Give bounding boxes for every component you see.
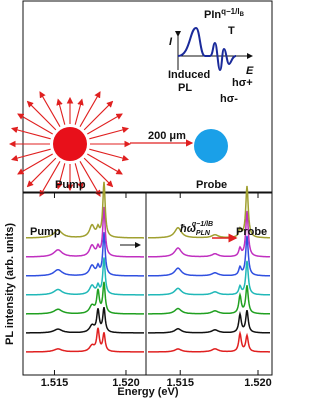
ray xyxy=(79,161,101,197)
top-frame xyxy=(22,0,273,193)
inset-curve xyxy=(177,26,237,72)
x-axis-label: Energy (eV) xyxy=(117,386,178,398)
ray xyxy=(83,100,114,131)
spectrum xyxy=(148,285,270,315)
ray xyxy=(74,163,84,190)
panel-label: Probe xyxy=(236,226,267,238)
spectrum xyxy=(148,235,270,277)
ray xyxy=(89,148,130,162)
ray xyxy=(39,91,61,127)
ray xyxy=(26,157,57,188)
ray xyxy=(10,126,51,140)
inset: PInq−1/lB T I E Induced PL hσ+ hσ- xyxy=(168,7,254,105)
spectrum xyxy=(148,310,270,334)
ray xyxy=(26,100,57,131)
rays xyxy=(8,91,132,197)
induced-label: Induced xyxy=(168,69,210,81)
ray xyxy=(89,126,130,140)
ray xyxy=(39,161,61,197)
inset-y-label: I xyxy=(169,36,173,48)
sigma-plus: hσ+ xyxy=(232,77,253,89)
y-axis-label: PL intensity (arb. units) xyxy=(4,223,16,345)
spectrum xyxy=(148,330,270,353)
probe-label: Probe xyxy=(196,179,227,191)
x-axis: 1.515 1.520 1.515 1.520 xyxy=(41,193,272,389)
ray xyxy=(56,163,66,190)
ray xyxy=(83,157,114,188)
probe-spot xyxy=(194,129,228,163)
spectrum xyxy=(148,260,270,296)
bottom-frame xyxy=(22,192,273,376)
ray xyxy=(17,153,53,175)
ray xyxy=(17,113,53,135)
x-tick-label: 1.520 xyxy=(244,377,272,389)
ray xyxy=(87,153,123,175)
spectrum xyxy=(26,232,144,277)
x-tick-label: 1.515 xyxy=(166,377,194,389)
induced-label: PL xyxy=(178,82,192,94)
spectrum xyxy=(26,281,144,315)
figure: 200 μm Pump Probe PInq−1/lB T I E Induce… xyxy=(4,0,273,398)
sigma-minus: hσ- xyxy=(220,93,238,105)
spectrum xyxy=(26,306,144,334)
spectrum xyxy=(26,327,144,353)
x-tick-label: 1.520 xyxy=(112,377,140,389)
pump-label: Pump xyxy=(55,179,86,191)
ray xyxy=(87,113,123,135)
peak-label: T xyxy=(228,25,235,37)
ray xyxy=(79,91,101,127)
spectrum xyxy=(148,210,271,258)
x-tick-label: 1.515 xyxy=(41,377,69,389)
ray xyxy=(74,98,84,125)
spectrum xyxy=(26,181,144,239)
inset-title: PInq−1/lB xyxy=(204,7,245,21)
panel-label: Pump xyxy=(30,226,61,238)
pump-spot xyxy=(53,127,87,161)
inset-x-label: E xyxy=(246,65,254,77)
ray xyxy=(56,98,66,125)
annotation: ħωPLNq−1/lB xyxy=(180,221,213,237)
spectra xyxy=(26,181,271,353)
spectrum xyxy=(26,257,144,296)
spectrum xyxy=(26,206,144,258)
spectrum xyxy=(148,185,270,239)
distance-label: 200 μm xyxy=(148,130,186,142)
ray xyxy=(10,148,51,162)
